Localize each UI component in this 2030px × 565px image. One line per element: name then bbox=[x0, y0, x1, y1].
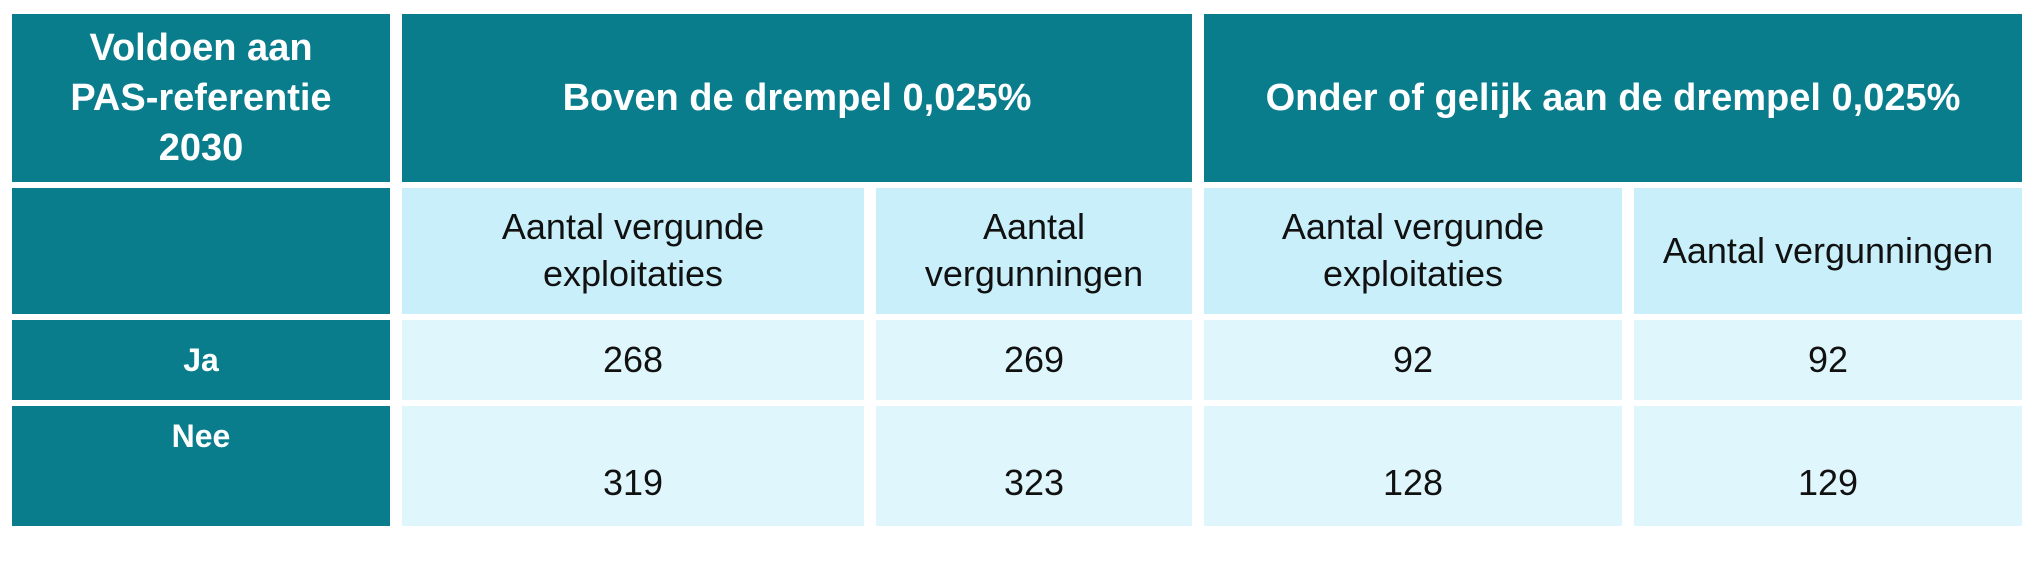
data-cell-nee-boven-vergunningen: 323 bbox=[876, 406, 1192, 526]
column-group-header-boven-label: Boven de drempel 0,025% bbox=[562, 76, 1032, 119]
row-label-ja: Ja bbox=[12, 320, 390, 400]
corner-header-line-3: 2030 bbox=[158, 127, 244, 170]
data-cell-ja-boven-exploitaties: 268 bbox=[402, 320, 864, 400]
corner-header-line-2: PAS-referentie bbox=[70, 76, 332, 119]
data-cell-ja-onder-vergunningen: 92 bbox=[1634, 320, 2022, 400]
subheader-vergunningen-boven: Aantal vergunningen bbox=[876, 188, 1192, 314]
data-cell-nee-boven-exploitaties: 319 bbox=[402, 406, 864, 526]
spacer-header-cell bbox=[12, 188, 390, 314]
corner-header-cell: Voldoen aan PAS-referentie 2030 bbox=[12, 14, 390, 182]
column-group-header-boven: Boven de drempel 0,025% bbox=[402, 14, 1192, 182]
data-cell-nee-onder-exploitaties: 128 bbox=[1204, 406, 1622, 526]
subheader-vergunningen-onder: Aantal vergunningen bbox=[1634, 188, 2022, 314]
subheader-vergunde-exploitaties-onder: Aantal vergunde exploitaties bbox=[1204, 188, 1622, 314]
corner-header-line-1: Voldoen aan bbox=[89, 26, 313, 69]
data-cell-nee-onder-vergunningen: 129 bbox=[1634, 406, 2022, 526]
data-cell-ja-onder-exploitaties: 92 bbox=[1204, 320, 1622, 400]
subheader-vergunde-exploitaties-boven: Aantal vergunde exploitaties bbox=[402, 188, 864, 314]
row-label-nee: Nee bbox=[12, 406, 390, 526]
column-group-header-onder: Onder of gelijk aan de drempel 0,025% bbox=[1204, 14, 2022, 182]
data-table: Voldoen aan PAS-referentie 2030 Boven de… bbox=[12, 14, 2022, 526]
column-group-header-onder-label: Onder of gelijk aan de drempel 0,025% bbox=[1265, 76, 1961, 119]
data-cell-ja-boven-vergunningen: 269 bbox=[876, 320, 1192, 400]
